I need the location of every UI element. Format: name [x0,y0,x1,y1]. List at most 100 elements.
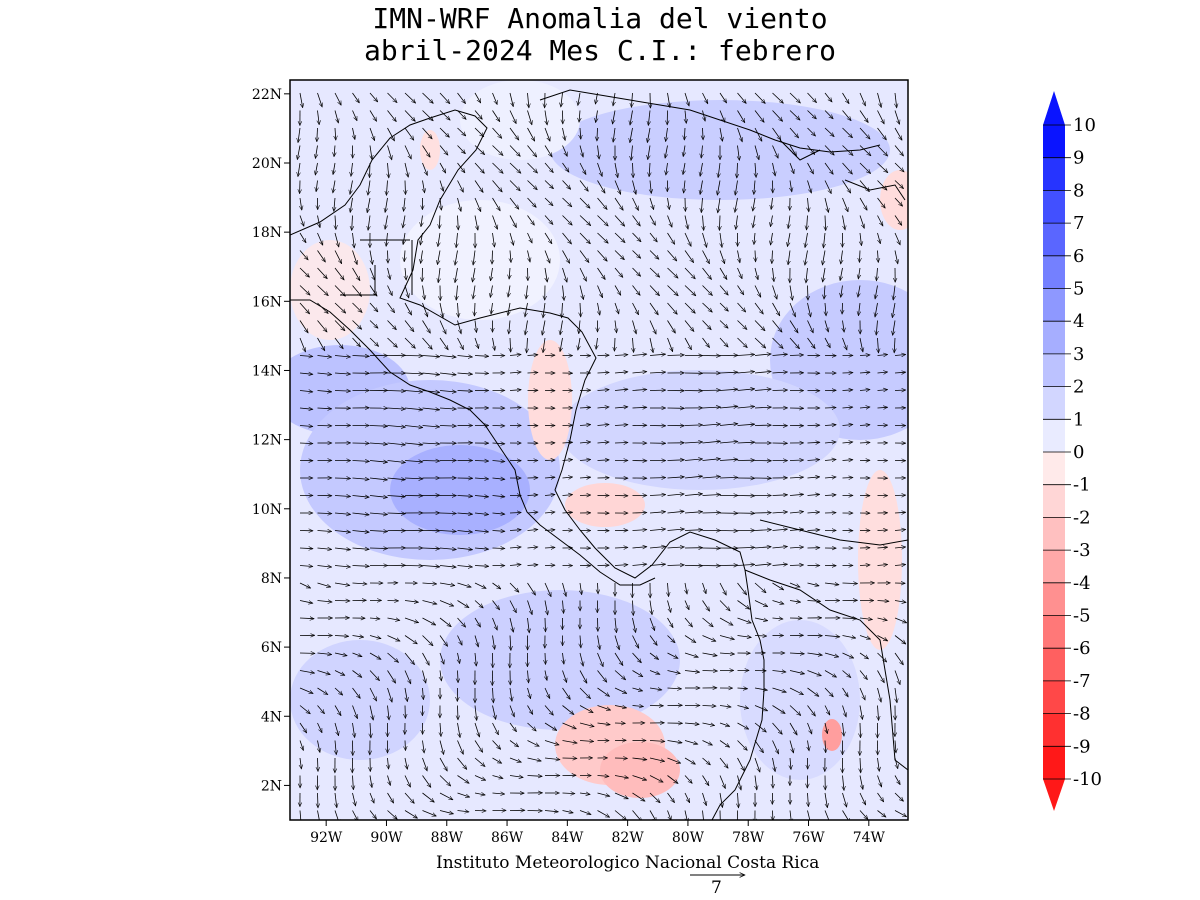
wind-vector [684,600,690,610]
wind-vector [842,583,858,584]
wind-vector [840,267,842,281]
wind-vector [387,461,406,463]
wind-vector [510,635,511,651]
wind-vector [369,443,388,444]
wind-vector [737,267,743,279]
wind-vector [509,92,513,107]
wind-vector [317,687,328,695]
wind-vector [842,460,853,461]
wind-vector [824,180,832,194]
wind-vector [422,670,426,684]
wind-vector [528,92,529,108]
wind-vector [876,267,877,281]
wind-vector [754,145,759,160]
wind-vector [316,180,317,192]
wind-vector [352,285,362,297]
wind-vector [876,320,877,336]
wind-vector [317,267,328,279]
wind-vector [877,197,886,208]
wind-vector [894,250,898,264]
wind-vector [737,582,747,595]
wind-vector [877,565,888,566]
wind-vector [387,92,398,103]
wind-vector [684,652,698,657]
wind-vector [509,110,517,124]
wind-vector [649,529,666,531]
wind-vector [772,162,776,176]
wind-vector [545,617,546,632]
wind-vector [877,652,887,662]
wind-vector [666,162,668,175]
wind-vector [492,110,500,122]
wind-vector [613,127,615,142]
wind-vector [527,547,538,548]
wind-vector [772,354,788,355]
wind-vector [632,267,641,276]
wind-vector [858,285,860,298]
wind-vector [754,180,755,195]
wind-vector [334,337,343,349]
wind-vector [771,197,772,209]
wind-vector [719,267,727,280]
wind-vector [632,232,642,242]
wind-vector [563,600,564,614]
wind-vector [458,215,459,230]
wind-vector [842,215,846,230]
wind-vector [422,426,440,428]
wind-vector [614,635,619,650]
wind-vector [737,389,755,391]
colorbar-segment [1043,157,1065,191]
wind-vector [702,407,721,408]
wind-vector [562,267,568,282]
wind-vector [474,337,479,349]
wind-vector [807,601,821,602]
wind-vector [439,92,450,104]
wind-vector [299,267,310,277]
wind-vector [789,547,804,548]
wind-vector [720,232,722,247]
wind-vector [545,110,547,125]
colorbar-label: -9 [1073,736,1091,757]
wind-vector [422,302,428,317]
wind-vector [597,127,598,141]
wind-vector [859,162,871,174]
wind-vector [842,478,853,479]
wind-vector [649,354,666,355]
wind-vector [824,197,829,212]
wind-vector [299,687,313,694]
wind-vector [334,267,344,280]
wind-vector [738,145,740,161]
wind-vector [702,477,721,479]
wind-vector [334,250,343,264]
wind-vector [474,635,478,647]
wind-vector [527,495,538,496]
wind-vector [895,92,897,108]
wind-vector [457,337,464,350]
wind-vector [315,145,317,159]
wind-vector [684,320,694,332]
wind-vector [439,162,446,173]
wind-vector [562,582,567,597]
wind-vector [439,127,449,137]
wind-vector [790,180,792,192]
wind-vector [614,372,628,373]
wind-vector [877,530,888,531]
wind-vector [647,127,651,143]
wind-vector [789,565,804,566]
wind-vector [544,495,555,496]
lat-tick-label: 8N [261,571,282,587]
wind-vector [369,478,388,480]
wind-vector [789,529,804,530]
wind-vector [474,215,478,231]
wind-vector [772,564,788,565]
wind-vector [737,442,755,443]
wind-vector [772,337,784,349]
wind-vector [807,530,820,531]
wind-vector [579,320,580,334]
wind-vector [754,354,771,356]
wind-vector [334,391,351,392]
wind-vector [457,548,473,550]
wind-vectors [297,92,906,820]
wind-vector [388,162,389,178]
wind-vector [772,582,784,590]
